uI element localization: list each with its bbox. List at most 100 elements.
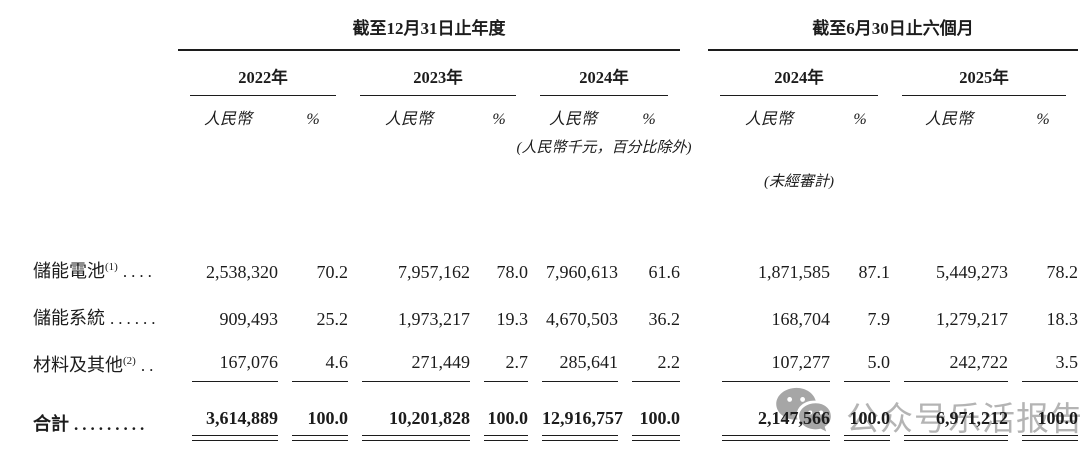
row-label: 儲能系統......	[33, 288, 178, 335]
cell-value: 36.2	[648, 309, 681, 329]
rmb-header: 人民幣	[548, 111, 597, 128]
row-label-text: 合計	[33, 414, 69, 434]
pct-header: %	[853, 111, 867, 128]
rmb-header: 人民幣	[384, 111, 433, 128]
col-year-2023: 2023年	[348, 51, 528, 96]
cell-value: 7,957,162	[398, 262, 470, 282]
cell-value: 2.7	[470, 335, 528, 382]
cell-value: 4,670,503	[546, 309, 618, 329]
spacer	[33, 157, 708, 191]
col-year-2022: 2022年	[178, 51, 348, 96]
subheader-row: 人民幣 % 人民幣 % 人民幣 % 人民幣 % 人民幣 %	[33, 96, 1078, 129]
dot-leader: ..	[140, 356, 158, 375]
cell-value: 285,641	[528, 335, 618, 382]
cell-value: 3.5	[1008, 335, 1078, 382]
group-gap	[680, 335, 708, 382]
cell-value: 87.1	[858, 262, 891, 282]
year-label: 2022年	[190, 64, 336, 96]
cell-text: 2.2	[632, 352, 680, 382]
cell-text: 167,076	[192, 352, 278, 382]
cell-value: 78.0	[496, 262, 529, 282]
year-label: 2024年	[540, 64, 668, 96]
table-row-storage-batteries: 儲能電池(1).... 2,538,320 70.2 7,957,162 78.…	[33, 241, 1078, 288]
cell-text: 5.0	[844, 352, 890, 382]
cell-value: 25.2	[316, 309, 349, 329]
label-column-spacer	[33, 12, 178, 51]
period-group-header-row: 截至12月31日止年度 截至6月30日止六個月	[33, 12, 1078, 51]
dot-leader: ......	[110, 309, 160, 328]
col-interim-2024: 2024年	[708, 51, 890, 96]
table-row-storage-systems: 儲能系統...... 909,493 25.2 1,973,217 19.3 4…	[33, 288, 1078, 335]
year-header-row: 2022年 2023年 2024年 2024年 2025年	[33, 51, 1078, 96]
row-label-text: 材料及其他	[33, 355, 123, 375]
total-value: 100.0	[1008, 382, 1078, 448]
total-value: 3,614,889	[178, 382, 278, 448]
cell-value: 1,973,217	[398, 309, 470, 329]
revenue-breakdown-table: 截至12月31日止年度 截至6月30日止六個月 2022年 2023年 2024…	[33, 12, 1078, 448]
group-gap	[680, 96, 708, 129]
cell-text: 100.0	[484, 408, 528, 441]
unaudited-note-cell: (未經審計)	[708, 157, 890, 191]
pct-header: %	[642, 111, 656, 128]
cell-text: 10,201,828	[362, 408, 470, 441]
total-value: 100.0	[618, 382, 680, 448]
cell-text: 100.0	[1022, 408, 1078, 441]
cell-value: 5.0	[830, 335, 890, 382]
col-interim-2025: 2025年	[890, 51, 1078, 96]
period-group-interim-title: 截至6月30日止六個月	[708, 14, 1078, 51]
total-value: 100.0	[470, 382, 528, 448]
cell-value: 168,704	[771, 309, 831, 329]
group-gap	[680, 241, 708, 288]
col-year-2024: 2024年	[528, 51, 680, 96]
cell-text: 271,449	[362, 352, 470, 382]
group-gap	[680, 51, 708, 96]
cell-value: 909,493	[219, 309, 279, 329]
group-gap	[680, 288, 708, 335]
cell-text: 100.0	[632, 408, 680, 441]
year-label: 2023年	[360, 64, 516, 96]
cell-value: 61.6	[648, 262, 681, 282]
cell-value: 242,722	[890, 335, 1008, 382]
cell-value: 7.9	[867, 309, 891, 329]
spacer	[33, 191, 1078, 241]
cell-text: 100.0	[292, 408, 348, 441]
unaudited-note-row: (未經審計)	[33, 157, 1078, 191]
units-note-cell: (人民幣千元，百分比除外)	[517, 129, 692, 157]
spacer-row	[33, 191, 1078, 241]
cell-value: 19.3	[496, 309, 529, 329]
table-row-total: 合計......... 3,614,889 100.0 10,201,828 1…	[33, 382, 1078, 448]
spacer	[680, 129, 1078, 157]
cell-text: 6,971,212	[904, 408, 1008, 441]
cell-text: 3,614,889	[192, 408, 278, 441]
cell-text: 107,277	[722, 352, 830, 382]
cell-value: 4.6	[278, 335, 348, 382]
units-note-row: (人民幣千元，百分比除外)	[33, 129, 1078, 157]
spacer	[33, 129, 528, 157]
cell-value: 70.2	[316, 262, 349, 282]
rmb-header: 人民幣	[924, 111, 973, 128]
cell-value: 107,277	[708, 335, 830, 382]
footnote-ref: (1)	[105, 261, 118, 273]
table-row-materials-others: 材料及其他(2).. 167,076 4.6 271,449 2.7 285,6…	[33, 335, 1078, 382]
cell-value: 5,449,273	[936, 262, 1008, 282]
group-gap	[680, 12, 708, 51]
cell-text: 242,722	[904, 352, 1008, 382]
label-column-spacer	[33, 51, 178, 96]
cell-text: 2.7	[484, 352, 528, 382]
cell-value: 1,871,585	[758, 262, 830, 282]
watermark: 公众号乐活报告	[774, 386, 1080, 440]
cell-value: 7,960,613	[546, 262, 618, 282]
dot-leader: ....	[122, 262, 156, 281]
year-label: 2025年	[902, 64, 1066, 96]
dot-leader: .........	[74, 415, 149, 434]
cell-text: 4.6	[292, 352, 348, 382]
cell-value: 2.2	[618, 335, 680, 382]
cell-text: 100.0	[844, 408, 890, 441]
total-value: 100.0	[830, 382, 890, 448]
total-value: 100.0	[278, 382, 348, 448]
total-value: 6,971,212	[890, 382, 1008, 448]
period-group-annual-title: 截至12月31日止年度	[178, 14, 680, 51]
cell-value: 78.2	[1046, 262, 1079, 282]
total-value: 10,201,828	[348, 382, 470, 448]
row-label-text: 儲能電池	[33, 261, 105, 281]
